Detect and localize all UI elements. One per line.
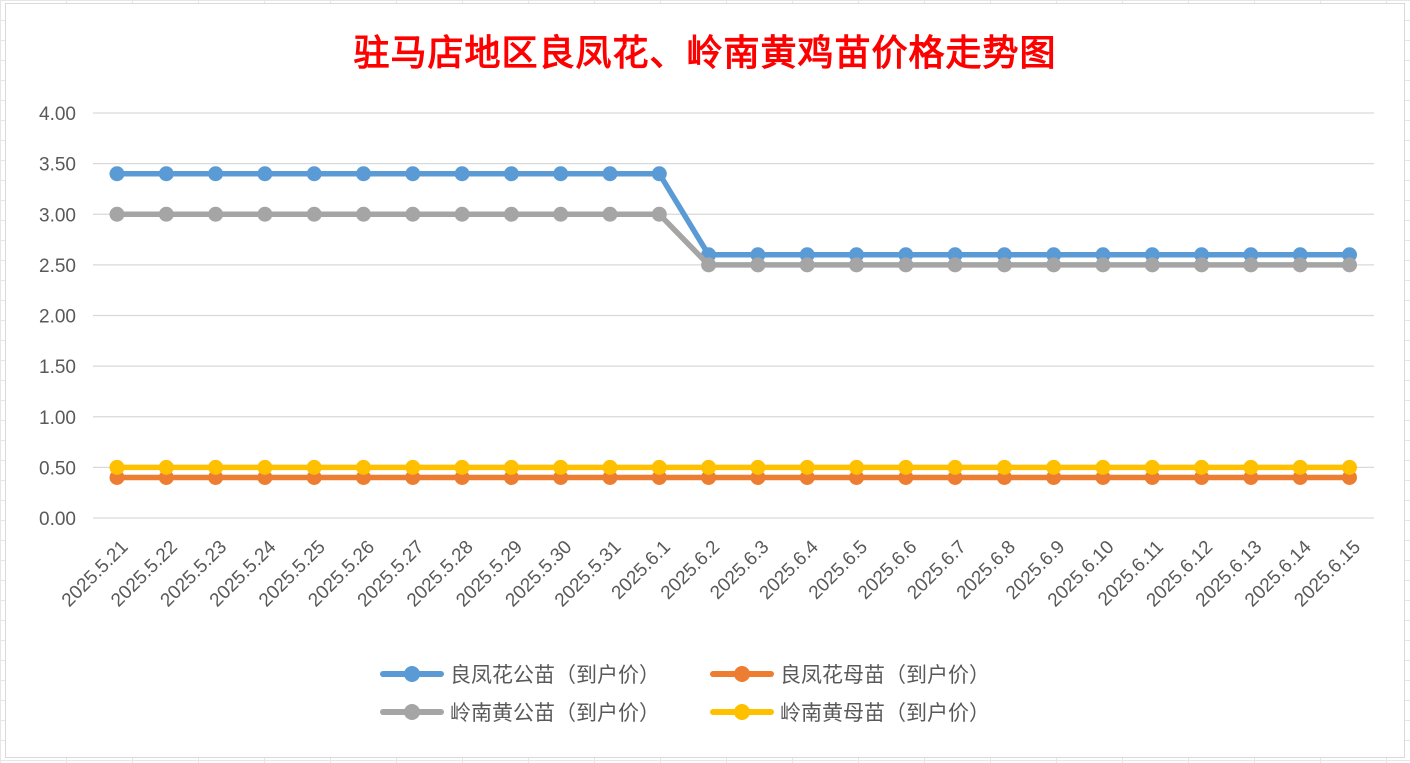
data-point[interactable] [405, 459, 421, 475]
data-point[interactable] [356, 459, 371, 475]
legend-swatch-series-2 [710, 660, 774, 688]
data-point[interactable] [602, 206, 618, 222]
legend-label: 岭南黄母苗（到户价） [780, 701, 990, 725]
data-point[interactable] [651, 459, 667, 475]
series-3 [109, 206, 1357, 273]
data-point[interactable] [553, 166, 569, 182]
data-point[interactable] [109, 206, 125, 222]
data-point[interactable] [208, 459, 224, 475]
legend-item-series-3[interactable]: 岭南黄公苗（到户价） [380, 698, 710, 726]
legend-swatch-series-4 [710, 698, 774, 726]
data-point[interactable] [503, 459, 519, 475]
data-point[interactable] [651, 206, 667, 222]
data-point[interactable] [109, 166, 125, 182]
data-point[interactable] [1243, 257, 1259, 273]
y-tick-label: 1.50 [39, 357, 76, 378]
data-point[interactable] [405, 206, 421, 222]
series-line [114, 171, 1353, 258]
data-point[interactable] [208, 206, 224, 222]
y-tick-label: 0.00 [39, 509, 76, 530]
data-point[interactable] [306, 166, 322, 182]
legend-label: 良凤花母苗（到户价） [780, 663, 990, 687]
y-axis-ticks: 0.00 0.50 1.00 1.50 2.00 2.50 3.00 3.50 4.00 [39, 104, 76, 530]
series-lines [109, 166, 1357, 485]
data-point[interactable] [1342, 257, 1357, 273]
data-point[interactable] [158, 459, 174, 475]
data-point[interactable] [996, 257, 1012, 273]
data-point[interactable] [208, 166, 224, 182]
legend-label: 岭南黄公苗（到户价） [450, 701, 660, 725]
data-point[interactable] [356, 166, 371, 182]
legend: 良凤花公苗（到户价） 良凤花母苗（到户价） 岭南黄公苗（到户价） 岭南黄母苗（到… [380, 660, 1080, 726]
data-point[interactable] [553, 206, 569, 222]
legend-item-series-4[interactable]: 岭南黄母苗（到户价） [710, 698, 1040, 726]
data-point[interactable] [503, 206, 519, 222]
legend-swatch-series-3 [380, 698, 444, 726]
chart-area[interactable] [5, 3, 1405, 758]
data-point[interactable] [454, 166, 470, 182]
data-point[interactable] [405, 166, 421, 182]
legend-item-series-2[interactable]: 良凤花母苗（到户价） [710, 660, 1040, 688]
data-point[interactable] [898, 257, 914, 273]
legend-item-series-1[interactable]: 良凤花公苗（到户价） [380, 660, 710, 688]
data-point[interactable] [1095, 257, 1111, 273]
data-point[interactable] [947, 257, 963, 273]
data-point[interactable] [1046, 459, 1062, 475]
data-point[interactable] [898, 459, 914, 475]
data-point[interactable] [1243, 459, 1259, 475]
data-point[interactable] [602, 459, 618, 475]
data-point[interactable] [1194, 459, 1210, 475]
legend-swatch-series-1 [380, 660, 444, 688]
data-point[interactable] [602, 166, 618, 182]
data-point[interactable] [109, 459, 125, 475]
data-point[interactable] [799, 459, 815, 475]
data-point[interactable] [947, 459, 963, 475]
data-point[interactable] [799, 257, 815, 273]
data-point[interactable] [750, 459, 766, 475]
series-2 [109, 470, 1357, 485]
y-tick-label: 1.00 [39, 408, 76, 429]
data-point[interactable] [701, 459, 717, 475]
data-point[interactable] [454, 206, 470, 222]
data-point[interactable] [306, 459, 322, 475]
data-point[interactable] [1046, 257, 1062, 273]
data-point[interactable] [454, 459, 470, 475]
series-4 [109, 459, 1357, 475]
y-tick-label: 3.00 [39, 205, 76, 226]
data-point[interactable] [257, 206, 273, 222]
legend-label: 良凤花公苗（到户价） [450, 663, 660, 687]
y-tick-label: 2.50 [39, 256, 76, 277]
data-point[interactable] [158, 166, 174, 182]
y-tick-label: 4.00 [39, 104, 76, 125]
data-point[interactable] [1095, 459, 1111, 475]
data-point[interactable] [849, 257, 864, 273]
data-point[interactable] [257, 166, 273, 182]
data-point[interactable] [503, 166, 519, 182]
data-point[interactable] [553, 459, 569, 475]
data-point[interactable] [701, 257, 717, 273]
data-point[interactable] [158, 206, 174, 222]
data-point[interactable] [1292, 257, 1308, 273]
data-point[interactable] [356, 206, 371, 222]
data-point[interactable] [996, 459, 1012, 475]
series-line [114, 211, 1353, 268]
data-point[interactable] [750, 257, 766, 273]
data-point[interactable] [1292, 459, 1308, 475]
data-point[interactable] [1144, 459, 1160, 475]
data-point[interactable] [257, 459, 273, 475]
x-axis-ticks: 2025.5.212025.5.222025.5.232025.5.242025… [58, 536, 1365, 611]
data-point[interactable] [1144, 257, 1160, 273]
y-tick-label: 0.50 [39, 458, 76, 479]
data-point[interactable] [849, 459, 864, 475]
data-point[interactable] [306, 206, 322, 222]
y-tick-label: 2.00 [39, 307, 76, 328]
data-point[interactable] [1342, 459, 1357, 475]
data-point[interactable] [1194, 257, 1210, 273]
chart-title: 驻马店地区良凤花、岭南黄鸡苗价格走势图 [353, 32, 1057, 74]
data-point[interactable] [651, 166, 667, 182]
y-tick-label: 3.50 [39, 155, 76, 176]
